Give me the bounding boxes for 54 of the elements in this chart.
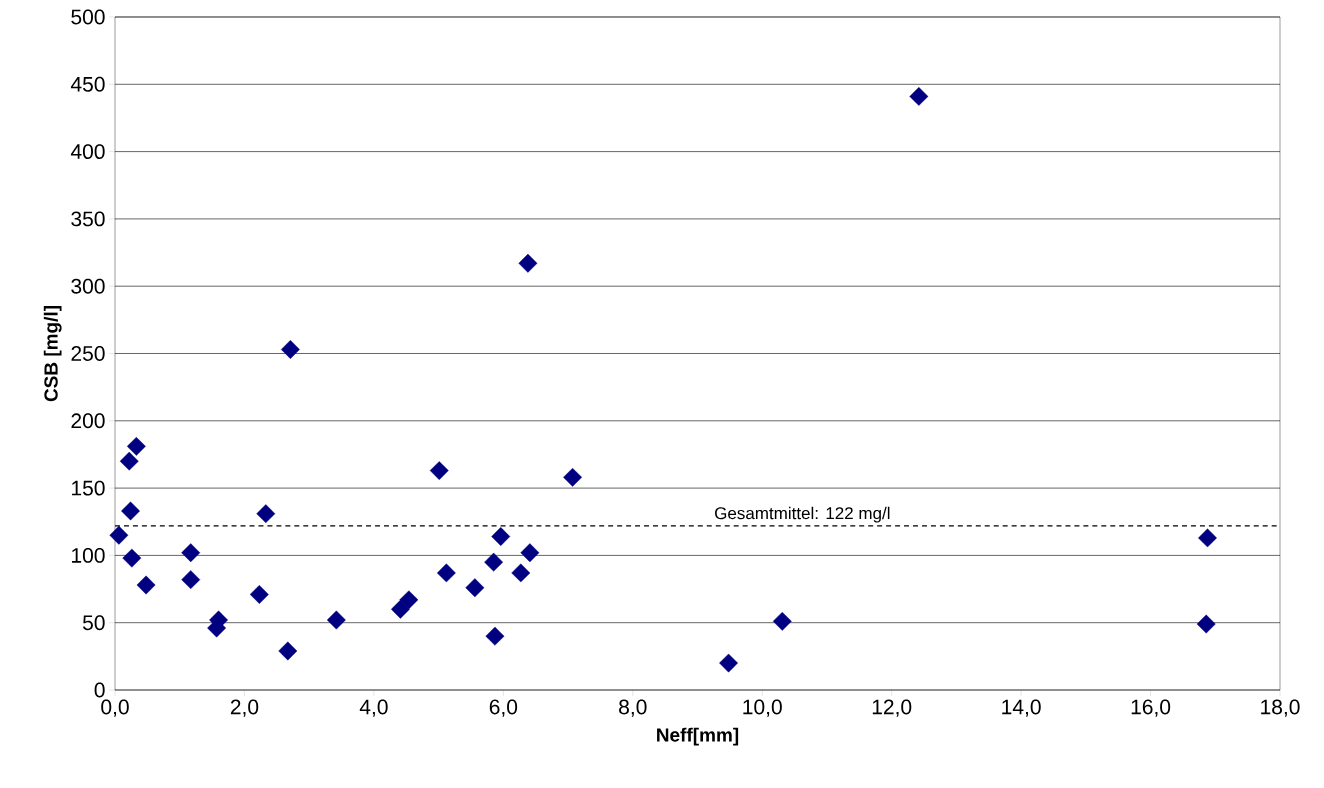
- point: [119, 451, 139, 471]
- point: [399, 590, 419, 610]
- x-tick-label: 10,0: [743, 699, 782, 717]
- point: [465, 578, 485, 598]
- x-tick-label: 16,0: [1131, 699, 1171, 717]
- y-tick-label: 100: [72, 547, 105, 563]
- point: [278, 641, 298, 661]
- point: [909, 87, 929, 106]
- x-tick-label: 14,0: [1002, 699, 1041, 717]
- x-tick-label: 6,0: [489, 699, 518, 717]
- x-tick-label: 12,0: [872, 699, 912, 717]
- y-tick-label: 400: [70, 144, 105, 160]
- point: [126, 436, 146, 456]
- y-tick-label: 150: [72, 480, 105, 496]
- point: [1198, 528, 1217, 548]
- point: [249, 585, 269, 604]
- y-tick-label: 350: [71, 211, 105, 227]
- y-tick-label: 0: [94, 682, 105, 698]
- y-tick-label: 300: [71, 278, 105, 294]
- point: [181, 570, 201, 590]
- point: [121, 501, 140, 521]
- x-tick-label: 8,0: [619, 699, 647, 717]
- y-tick-label: 250: [71, 346, 105, 361]
- x-tick-label: 18,0: [1261, 699, 1300, 717]
- point: [429, 461, 449, 480]
- point: [181, 543, 201, 563]
- point: [511, 563, 531, 583]
- ref-line-label: Gesamtmittel: 122 mg/l: [715, 506, 890, 523]
- point: [281, 340, 300, 359]
- x-tick-label: 0,0: [101, 699, 129, 717]
- point: [772, 611, 792, 631]
- x-tick-label: 2,0: [230, 699, 259, 717]
- point: [491, 527, 511, 546]
- point: [256, 504, 276, 524]
- y-tick-label: 200: [71, 413, 105, 429]
- point: [391, 599, 410, 619]
- point: [122, 548, 142, 568]
- x-tick-label: 4,0: [359, 699, 388, 717]
- point: [518, 253, 538, 273]
- point: [326, 610, 346, 630]
- point: [484, 552, 504, 572]
- x-axis-title: Neff[mm]: [657, 727, 739, 746]
- y-tick-label: 500: [71, 9, 105, 25]
- point: [436, 563, 456, 583]
- point: [109, 525, 129, 545]
- point: [485, 626, 505, 646]
- y-tick-label: 450: [70, 76, 105, 92]
- y-tick-label: 50: [82, 615, 105, 631]
- point: [719, 653, 738, 673]
- point: [563, 467, 582, 487]
- y-axis-title: CSB [mg/l]: [43, 306, 62, 402]
- point: [136, 575, 156, 595]
- point: [520, 543, 540, 563]
- point: [1196, 614, 1216, 634]
